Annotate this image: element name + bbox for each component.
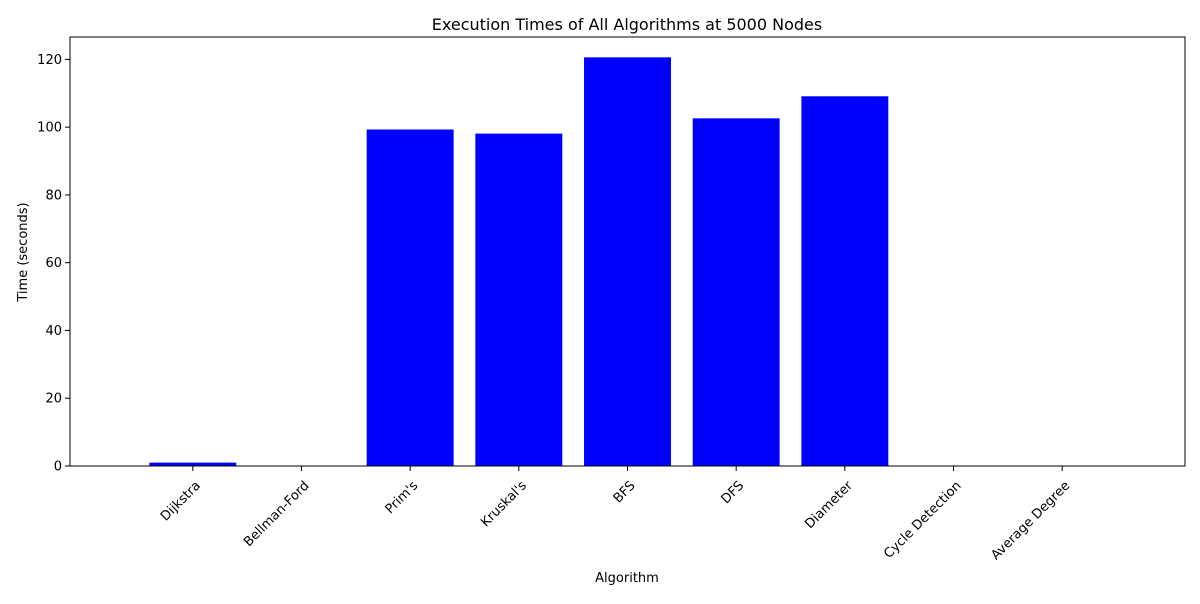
chart-title: Execution Times of All Algorithms at 500… <box>432 15 822 34</box>
x-tick-label: Kruskal's <box>478 478 530 530</box>
bars-group <box>149 57 889 467</box>
plot-frame <box>69 36 1186 467</box>
x-tick-label: Bellman-Ford <box>241 478 312 549</box>
x-tick-label: Diameter <box>802 478 856 532</box>
x-axis-label: Algorithm <box>595 571 659 586</box>
x-tick-label: Prim's <box>383 478 422 517</box>
y-tick-label: 20 <box>45 392 62 407</box>
bar-bfs <box>584 57 671 466</box>
x-tick-label: DFS <box>719 478 748 507</box>
x-tick-label: Cycle Detection <box>881 478 964 561</box>
y-axis: 0 20 40 60 80 100 120 <box>37 53 70 475</box>
y-tick-label: 40 <box>45 324 62 339</box>
x-tick-label: Dijkstra <box>158 478 204 524</box>
y-tick-label: 80 <box>45 188 62 203</box>
bar-diameter <box>801 96 889 467</box>
bar-dijkstra <box>149 462 237 466</box>
x-tick-label: BFS <box>611 478 639 506</box>
bar-prim-s <box>366 129 454 466</box>
x-tick-label: Average Degree <box>989 478 1074 563</box>
y-tick-label: 100 <box>37 121 62 136</box>
y-tick-label: 0 <box>54 460 62 475</box>
bar-dfs <box>692 118 780 466</box>
x-axis: Dijkstra Bellman-Ford Prim's Kruskal's BFS DF… <box>158 466 1073 563</box>
y-tick-label: 120 <box>37 53 62 68</box>
bar-kruskal-s <box>475 133 563 466</box>
y-axis-label: Time (seconds) <box>16 202 31 302</box>
y-tick-label: 60 <box>45 256 62 271</box>
